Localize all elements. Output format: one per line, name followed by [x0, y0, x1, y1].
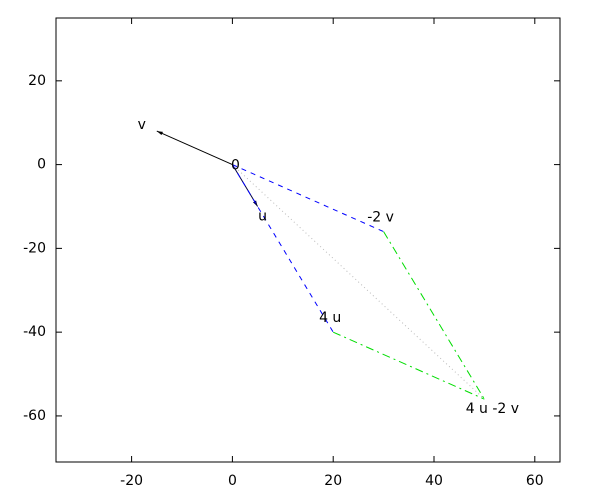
point-label: 0	[231, 158, 240, 174]
vector-line	[332, 331, 485, 400]
vector-line	[232, 164, 485, 400]
point-label: 4 u	[319, 310, 341, 326]
y-tick-label: -60	[23, 408, 46, 424]
vector-line	[231, 164, 334, 333]
x-tick-label: -20	[120, 473, 143, 489]
y-tick-label: -20	[23, 240, 46, 256]
point-label: v	[138, 117, 146, 133]
point-label: 4 u -2 v	[466, 401, 519, 417]
x-tick-label: 60	[526, 473, 544, 489]
vector-arrow	[156, 130, 233, 166]
x-tick-label: 40	[425, 473, 443, 489]
y-tick-label: 0	[37, 157, 46, 173]
point-label: -2 v	[367, 210, 394, 226]
vector-line	[232, 164, 384, 233]
vector-line	[383, 231, 485, 400]
point-label: u	[258, 208, 267, 224]
plot-frame	[55, 17, 561, 463]
y-tick-label: -40	[23, 324, 46, 340]
y-tick-label: 20	[28, 73, 46, 89]
x-tick-label: 20	[324, 473, 342, 489]
x-tick-label: 0	[228, 473, 237, 489]
